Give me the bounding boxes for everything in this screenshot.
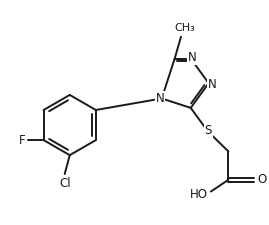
Text: HO: HO bbox=[190, 188, 208, 200]
Text: N: N bbox=[156, 92, 164, 105]
Text: N: N bbox=[208, 78, 216, 90]
Text: CH₃: CH₃ bbox=[174, 23, 195, 34]
Text: O: O bbox=[258, 173, 267, 186]
Text: S: S bbox=[205, 124, 212, 137]
Text: N: N bbox=[188, 51, 197, 64]
Text: Cl: Cl bbox=[59, 177, 70, 190]
Text: F: F bbox=[19, 134, 26, 147]
